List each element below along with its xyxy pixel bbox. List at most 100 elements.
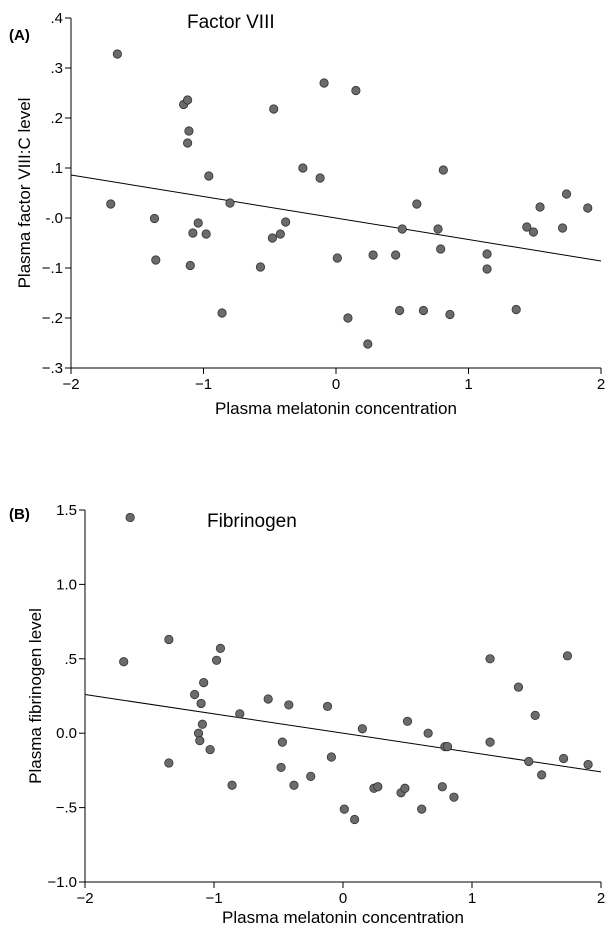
data-point bbox=[445, 309, 455, 320]
data-point bbox=[298, 163, 308, 173]
y-tick-label: −1.0 bbox=[47, 874, 77, 891]
data-point bbox=[537, 770, 547, 780]
y-tick-label: 1.5 bbox=[56, 502, 77, 519]
regression-line bbox=[84, 694, 602, 773]
data-point bbox=[277, 737, 287, 747]
data-point bbox=[183, 95, 193, 105]
y-tick-label: −.5 bbox=[56, 800, 77, 817]
data-point bbox=[215, 643, 226, 653]
data-point bbox=[263, 694, 273, 704]
data-point bbox=[530, 710, 540, 720]
x-tick-label: 2 bbox=[597, 890, 605, 907]
data-point bbox=[164, 634, 174, 645]
data-point bbox=[315, 173, 325, 183]
y-tick-label: −.3 bbox=[42, 360, 63, 377]
data-point bbox=[436, 244, 446, 254]
x-tick-label: 2 bbox=[597, 376, 605, 393]
data-point bbox=[343, 313, 353, 323]
data-point bbox=[151, 255, 161, 265]
x-tick-label: 0 bbox=[339, 890, 347, 907]
chart-title: Factor VIII bbox=[187, 12, 275, 33]
x-tick-label: −2 bbox=[76, 890, 93, 907]
data-point bbox=[255, 262, 266, 272]
data-point bbox=[402, 716, 413, 726]
data-point bbox=[164, 758, 174, 768]
data-point bbox=[363, 339, 373, 349]
data-point bbox=[562, 651, 573, 661]
data-point bbox=[437, 782, 447, 792]
y-tick-label: −.1 bbox=[42, 260, 63, 277]
data-point bbox=[319, 78, 329, 88]
data-point bbox=[561, 189, 572, 199]
data-point bbox=[322, 701, 333, 712]
data-point bbox=[394, 305, 405, 316]
data-point bbox=[281, 217, 291, 227]
data-point bbox=[289, 780, 299, 790]
data-point bbox=[442, 741, 453, 752]
data-point bbox=[418, 305, 429, 316]
x-axis-label: Plasma melatonin concentration bbox=[215, 399, 457, 418]
x-tick-label: 0 bbox=[332, 376, 340, 393]
panel-a-chart: .4 .3 .2 .1 -.0 −.1 −.2 −.3−2 −1 0 1 2 (A) Factor VII… bbox=[9, 10, 605, 418]
data-point bbox=[524, 756, 534, 767]
data-point bbox=[235, 709, 245, 719]
data-point bbox=[557, 223, 568, 233]
data-point bbox=[412, 199, 422, 209]
data-point bbox=[332, 253, 342, 263]
data-point bbox=[119, 657, 129, 667]
data-point bbox=[400, 783, 410, 793]
data-point bbox=[217, 308, 227, 318]
data-point bbox=[449, 792, 459, 802]
data-point bbox=[558, 753, 569, 764]
data-point bbox=[106, 199, 116, 209]
data-point bbox=[125, 512, 135, 523]
data-point bbox=[193, 218, 203, 228]
data-point bbox=[188, 228, 198, 238]
data-point bbox=[275, 229, 285, 239]
y-tick-label: .2 bbox=[50, 110, 63, 127]
data-point bbox=[485, 654, 495, 664]
data-point bbox=[438, 165, 448, 175]
y-tick-label: .3 bbox=[50, 60, 63, 77]
data-point bbox=[351, 85, 361, 96]
data-point bbox=[195, 736, 205, 746]
data-point bbox=[193, 728, 204, 738]
data-point bbox=[190, 689, 200, 700]
data-point bbox=[306, 771, 316, 781]
data-point bbox=[357, 724, 367, 734]
data-point bbox=[535, 202, 545, 212]
data-point bbox=[391, 250, 401, 260]
y-tick-label: .1 bbox=[50, 160, 63, 177]
data-point bbox=[199, 678, 209, 688]
y-tick-label: 1.0 bbox=[56, 576, 77, 593]
y-tick-label: −.2 bbox=[42, 310, 63, 327]
y-tick-label: 0.0 bbox=[56, 725, 77, 742]
data-point bbox=[397, 224, 407, 234]
data-point bbox=[513, 682, 524, 692]
y-tick-label: -.0 bbox=[45, 210, 63, 227]
data-point bbox=[183, 138, 193, 148]
data-point bbox=[368, 250, 378, 260]
panel-label: (A) bbox=[9, 27, 30, 44]
data-point bbox=[583, 759, 593, 770]
data-point bbox=[284, 700, 294, 710]
data-point bbox=[225, 198, 235, 208]
data-point bbox=[276, 762, 286, 773]
data-point bbox=[185, 260, 195, 271]
data-point bbox=[583, 203, 593, 213]
data-point bbox=[227, 780, 237, 790]
chart-title: Fibrinogen bbox=[207, 511, 297, 532]
data-point bbox=[211, 655, 222, 665]
data-point bbox=[423, 728, 433, 738]
data-point bbox=[350, 814, 360, 825]
data-point bbox=[373, 782, 383, 792]
data-point bbox=[511, 304, 521, 315]
data-point bbox=[522, 222, 532, 232]
y-axis-label: Plasma fibrinogen level bbox=[26, 608, 45, 784]
panel-b-chart: 1.5 1.0 .5 0.0 −.5 −1.0−2 −1 0 1 2 (B) Fibrinogen Pl… bbox=[9, 502, 605, 927]
regression-line bbox=[70, 174, 602, 262]
data-point bbox=[112, 49, 122, 59]
data-point bbox=[326, 752, 336, 762]
data-point bbox=[201, 229, 211, 239]
